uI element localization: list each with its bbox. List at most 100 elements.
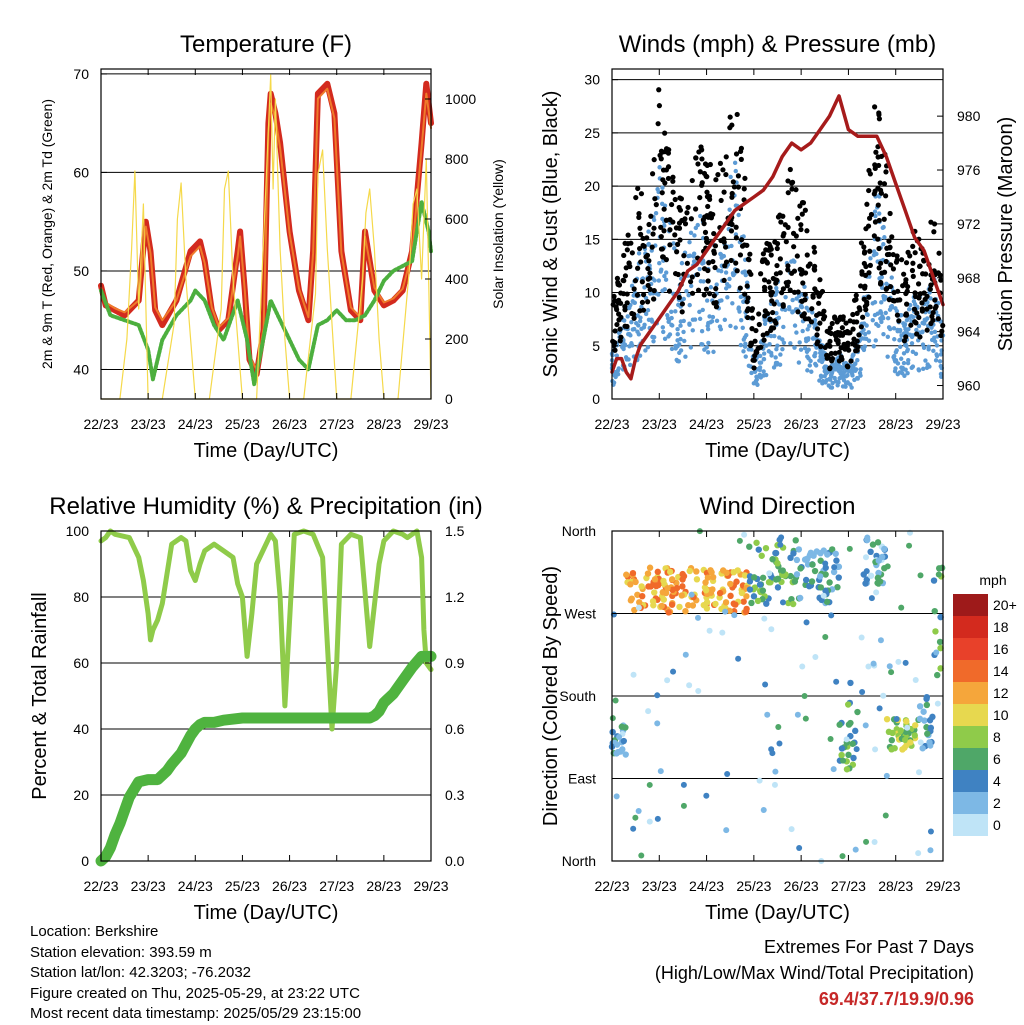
y2-tick-label: 960 — [957, 378, 981, 394]
gust-point — [864, 299, 870, 305]
wind-point — [752, 369, 758, 375]
gust-point — [751, 365, 757, 371]
gust-point — [807, 261, 813, 267]
gust-point — [774, 262, 780, 269]
direction-point — [682, 651, 689, 658]
wind-point — [651, 217, 657, 223]
direction-point — [788, 826, 795, 833]
y-axis-label: Percent & Total Rainfall — [29, 592, 51, 800]
y-axis-label: Direction (Colored By Speed) — [540, 566, 562, 826]
legend-label: 10 — [993, 707, 1009, 723]
y-tick-label: 40 — [73, 721, 89, 737]
wind-point — [909, 341, 915, 346]
direction-point — [888, 669, 895, 676]
gust-point — [747, 251, 753, 257]
gust-point — [658, 148, 665, 154]
direction-point — [766, 570, 773, 577]
wind-point — [688, 283, 694, 289]
wind-point — [773, 355, 778, 360]
x-tick-label: 23/23 — [131, 416, 166, 432]
gust-point — [920, 271, 926, 277]
direction-point — [862, 554, 869, 561]
gust-point — [886, 251, 892, 258]
wind-point — [657, 261, 662, 266]
gust-point — [933, 303, 939, 310]
direction-point — [917, 739, 924, 746]
direction-point — [741, 572, 749, 579]
wind-point — [937, 359, 943, 364]
wind-point — [901, 351, 907, 356]
wind-point — [687, 240, 692, 245]
wind-point — [698, 213, 703, 219]
wind-point — [778, 352, 783, 357]
wind-point — [916, 323, 922, 329]
wind-point — [881, 242, 886, 247]
direction-point — [679, 570, 686, 578]
wind-point — [862, 344, 867, 349]
gust-point — [610, 338, 616, 344]
direction-point — [931, 607, 938, 615]
y-tick-label: North — [562, 853, 596, 869]
wind-point — [893, 366, 898, 371]
wind-point — [626, 305, 632, 311]
gust-point — [932, 297, 938, 303]
direction-point — [927, 724, 935, 732]
gust-point — [928, 219, 934, 225]
gust-point — [612, 328, 618, 334]
wind-point — [792, 323, 798, 328]
direction-point — [764, 711, 771, 718]
gust-point — [911, 306, 918, 312]
wind-point — [662, 273, 667, 279]
x-tick-label: 27/23 — [319, 416, 354, 432]
direction-point — [859, 688, 866, 695]
gust-point — [878, 153, 885, 160]
wind-point — [871, 344, 876, 349]
direction-point — [762, 681, 769, 688]
gust-point — [721, 189, 727, 195]
direction-point — [772, 549, 780, 557]
gust-point — [637, 308, 643, 314]
gust-point — [761, 277, 768, 283]
gust-point — [621, 252, 627, 259]
wind-point — [834, 364, 839, 369]
direction-point — [796, 594, 804, 602]
direction-point — [882, 812, 889, 819]
gust-point — [744, 283, 750, 289]
gust-point — [876, 217, 882, 224]
direction-point — [751, 584, 759, 591]
wind-point — [761, 369, 766, 374]
gust-point — [804, 252, 810, 258]
gust-point — [871, 191, 877, 197]
gust-point — [685, 204, 691, 211]
gust-point — [928, 282, 934, 288]
wind-point — [683, 354, 688, 359]
direction-point — [732, 601, 739, 608]
gust-point — [718, 197, 724, 204]
direction-point — [824, 551, 831, 558]
gust-point — [711, 230, 717, 237]
gust-point — [881, 269, 888, 275]
direction-point — [867, 548, 874, 556]
gust-point — [758, 344, 764, 350]
gust-point — [797, 266, 803, 272]
wind-point — [931, 348, 936, 354]
direction-point — [888, 737, 896, 744]
direction-point — [930, 577, 938, 584]
direction-point — [651, 576, 659, 583]
y2-tick-label: 1.2 — [445, 589, 465, 605]
wind-point — [905, 370, 910, 376]
y2-tick-label: 0 — [445, 391, 453, 407]
y2-tick-label: 0.9 — [445, 655, 465, 671]
gust-point — [907, 253, 913, 259]
gust-point — [761, 284, 768, 290]
wind-point — [741, 349, 746, 354]
gust-point — [694, 271, 701, 278]
series-line-precip — [95, 650, 437, 867]
wind-point — [736, 212, 741, 218]
gust-point — [614, 321, 620, 328]
gust-point — [811, 249, 818, 255]
direction-point — [830, 568, 838, 576]
direction-point — [778, 534, 785, 541]
wind-point — [722, 317, 728, 323]
gust-point — [660, 167, 667, 173]
